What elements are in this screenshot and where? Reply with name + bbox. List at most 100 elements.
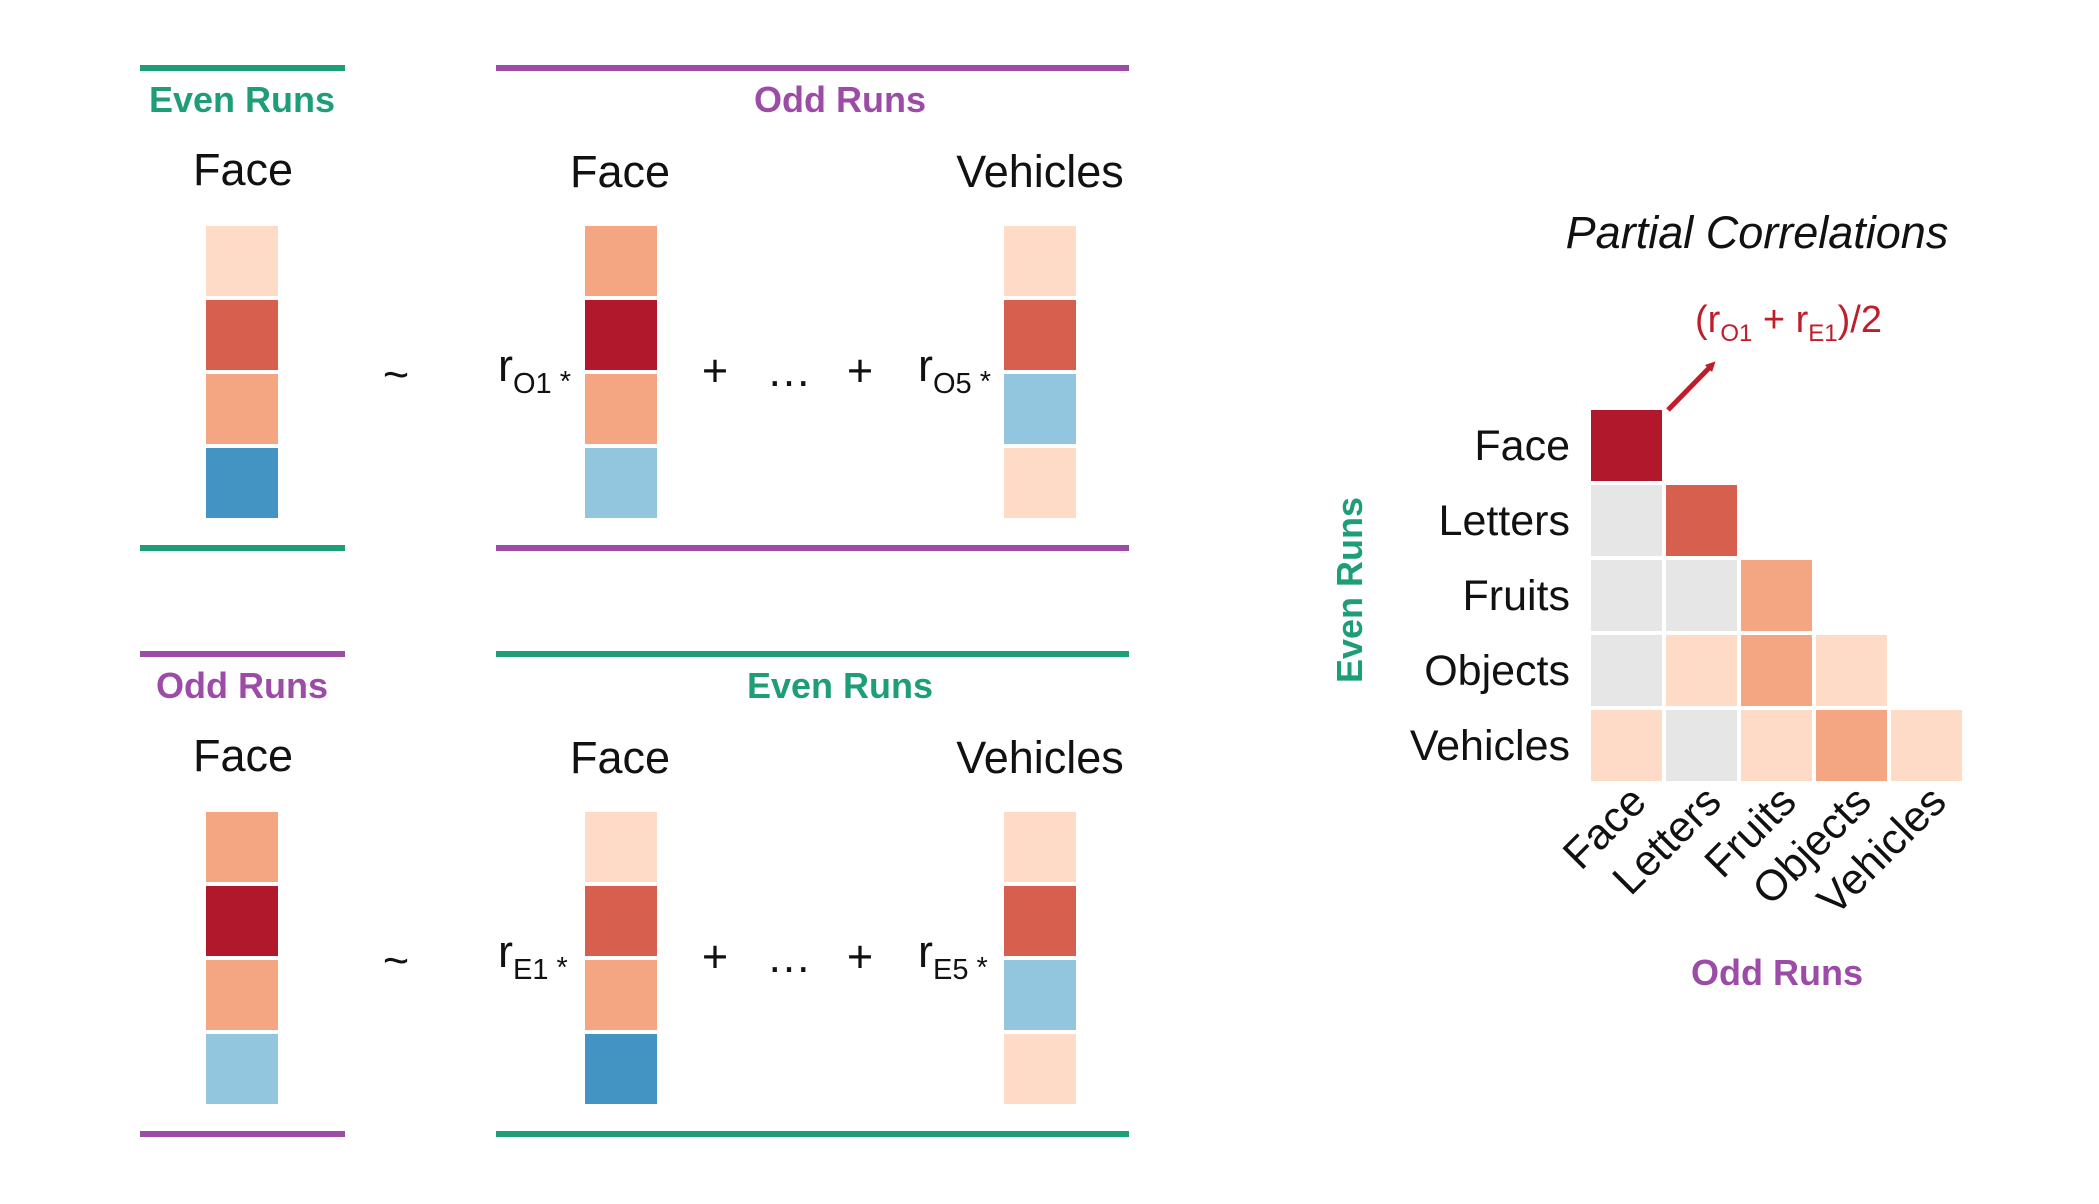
first-coefficient-subscript: O1: [513, 368, 552, 400]
row-label-1: Face: [1474, 422, 1570, 470]
first-column-title: Face: [570, 146, 670, 197]
left-column-title: Face: [193, 144, 293, 195]
last-column-cell-3: [1004, 374, 1076, 444]
matrix-cell-r1-c1: [1591, 410, 1662, 481]
row-label-4: Objects: [1424, 647, 1570, 695]
right-top-bar: [496, 65, 1129, 71]
left-column-cell-4: [206, 448, 278, 518]
annotation-part-4: E1: [1808, 320, 1837, 347]
first-column-title: Face: [570, 732, 670, 783]
last-coefficient-subscript: O5: [933, 368, 972, 400]
last-column-cell-2: [1004, 886, 1076, 956]
matrix-cell-r3-c2: [1666, 560, 1737, 631]
plus-2: +: [847, 931, 873, 982]
ellipsis: …: [767, 931, 812, 982]
last-coefficient-r: r: [918, 926, 933, 977]
last-column-cell-2: [1004, 300, 1076, 370]
first-column-cell-3: [585, 374, 657, 444]
left-column-cell-3: [206, 960, 278, 1030]
matrix-layer: Partial Correlations (rO1 + rE1)/2 Face Let…: [1329, 207, 1962, 993]
last-coefficient-subscript: E5: [933, 954, 968, 986]
matrix-cell-r5-c1: [1591, 710, 1662, 781]
first-column: [585, 226, 657, 518]
plus-1: +: [702, 345, 728, 396]
matrix-cell-r5-c3: [1741, 710, 1812, 781]
tilde: ~: [383, 349, 409, 400]
last-column-cell-3: [1004, 960, 1076, 1030]
left-bottom-bar: [140, 545, 345, 551]
left-column: [206, 226, 278, 518]
first-column-cell-4: [585, 448, 657, 518]
right-group-label: Even Runs: [747, 665, 933, 706]
left-column-cell-4: [206, 1034, 278, 1104]
first-column-cell-4: [585, 1034, 657, 1104]
left-group-label: Odd Runs: [156, 665, 328, 706]
last-column: [1004, 226, 1076, 518]
left-column: [206, 812, 278, 1104]
left-group-label: Even Runs: [149, 79, 335, 120]
matrix-cell-r3-c1: [1591, 560, 1662, 631]
first-column-cell-2: [585, 886, 657, 956]
row-label-5: Vehicles: [1410, 722, 1570, 770]
last-column-cell-4: [1004, 448, 1076, 518]
left-column-cell-3: [206, 374, 278, 444]
left-column-title: Face: [193, 730, 293, 781]
x-axis-title: Odd Runs: [1691, 952, 1863, 993]
last-coefficient: rO5 *: [918, 340, 991, 400]
ellipsis: …: [767, 345, 812, 396]
matrix-title: Partial Correlations: [1566, 207, 1949, 258]
left-column-cell-2: [206, 886, 278, 956]
matrix-cell-r4-c3: [1741, 635, 1812, 706]
last-column-title: Vehicles: [956, 732, 1124, 783]
first-coefficient-star: *: [556, 952, 567, 984]
last-column-cell-1: [1004, 812, 1076, 882]
first-coefficient-r: r: [498, 340, 513, 391]
last-column-title: Vehicles: [956, 146, 1124, 197]
left-bottom-bar: [140, 1131, 345, 1137]
matrix-cell-r5-c4: [1816, 710, 1887, 781]
plus-2: +: [847, 345, 873, 396]
first-column-cell-3: [585, 960, 657, 1030]
annotation-arrow: [1666, 361, 1716, 412]
right-group-label: Odd Runs: [754, 79, 926, 120]
last-column: [1004, 812, 1076, 1104]
tilde: ~: [383, 935, 409, 986]
row-label-3: Fruits: [1463, 572, 1571, 620]
matrix-cell-r4-c4: [1816, 635, 1887, 706]
y-axis-title: Even Runs: [1329, 497, 1370, 683]
first-coefficient-r: r: [498, 926, 513, 977]
matrix-cell-r2-c1: [1591, 485, 1662, 556]
left-column-cell-1: [206, 812, 278, 882]
annotation-part-2: O1: [1720, 320, 1752, 347]
last-coefficient-star: *: [980, 366, 991, 398]
last-column-cell-4: [1004, 1034, 1076, 1104]
annotation-part-1: (r: [1695, 299, 1721, 341]
matrix-cells: [1591, 410, 1962, 781]
first-coefficient: rE1 *: [498, 926, 568, 986]
first-column-cell-2: [585, 300, 657, 370]
matrix-cell-r4-c1: [1591, 635, 1662, 706]
left-column-cell-1: [206, 226, 278, 296]
annotation-formula: (rO1 + rE1)/2: [1695, 299, 1882, 347]
first-coefficient: rO1 *: [498, 340, 571, 400]
matrix-cell-r5-c2: [1666, 710, 1737, 781]
row-label-2: Letters: [1439, 497, 1570, 545]
right-bottom-bar: [496, 545, 1129, 551]
first-coefficient-subscript: E1: [513, 954, 548, 986]
left-column-cell-2: [206, 300, 278, 370]
first-column-cell-1: [585, 226, 657, 296]
last-coefficient: rE5 *: [918, 926, 988, 986]
left-top-bar: [140, 65, 345, 71]
last-coefficient-star: *: [976, 952, 987, 984]
last-coefficient-r: r: [918, 340, 933, 391]
matrix-cell-r5-c5: [1891, 710, 1962, 781]
annotation-part-5: )/2: [1838, 299, 1882, 341]
left-top-bar: [140, 651, 345, 657]
annotation-part-3: + r: [1752, 299, 1808, 341]
right-top-bar: [496, 651, 1129, 657]
